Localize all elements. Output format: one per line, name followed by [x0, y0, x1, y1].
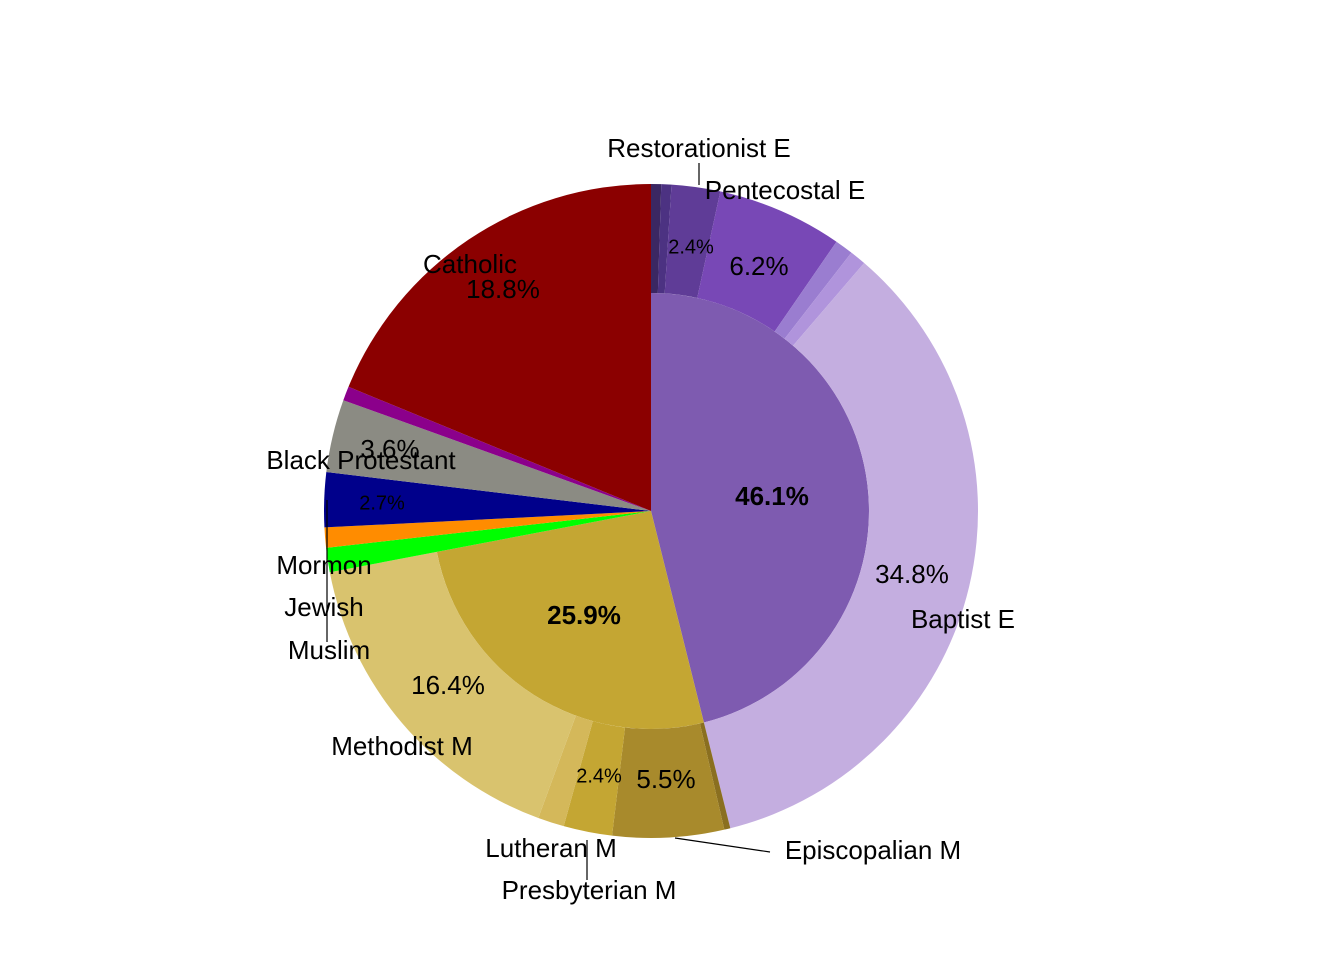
slice [343, 386, 651, 511]
slice-name: Black Protestant [266, 445, 456, 475]
slice-name: Methodist M [331, 731, 473, 761]
slice-name: Jewish [284, 592, 363, 622]
outer-slice [563, 721, 626, 836]
slice [326, 400, 651, 511]
value-label: 2.7% [359, 492, 405, 514]
slice [324, 511, 651, 548]
leader-line [674, 837, 771, 853]
outer-slice [651, 184, 662, 294]
slice-name: Baptist E [911, 604, 1015, 634]
value-label: 5.5% [636, 764, 695, 794]
slice-name: Restorationist E [607, 133, 791, 163]
slice [348, 184, 651, 511]
slice-name: Catholic [423, 249, 517, 279]
outer-slice [329, 551, 576, 818]
outer-slice [612, 723, 725, 838]
outer-slice [697, 191, 837, 332]
value-label: 46.1% [735, 481, 809, 511]
slice-name: Presbyterian M [502, 875, 677, 905]
slice-name: Muslim [288, 635, 370, 665]
value-label: 2.4% [576, 765, 622, 787]
value-label: 6.2% [729, 251, 788, 281]
slice-name: Episcopalian M [785, 835, 961, 865]
outer-slice [538, 715, 593, 827]
inner-slice [651, 293, 869, 723]
inner-slice [436, 511, 704, 729]
slice-name: Pentecostal E [705, 175, 865, 205]
slice-name: Lutheran M [485, 833, 617, 863]
slice-name: Mormon [276, 550, 371, 580]
outer-slice [699, 722, 731, 830]
outer-slice [774, 241, 852, 339]
value-label: 18.8% [466, 274, 540, 304]
outer-slice [657, 184, 672, 294]
outer-slice [664, 184, 721, 298]
value-label: 34.8% [875, 559, 949, 589]
slice [326, 511, 651, 573]
outer-slice [703, 263, 979, 829]
value-label: 2.4% [668, 236, 714, 258]
slice [324, 472, 651, 528]
value-label: 16.4% [411, 670, 485, 700]
value-label: 3.6% [360, 434, 419, 464]
value-label: 25.9% [547, 600, 621, 630]
outer-slice [784, 252, 865, 346]
